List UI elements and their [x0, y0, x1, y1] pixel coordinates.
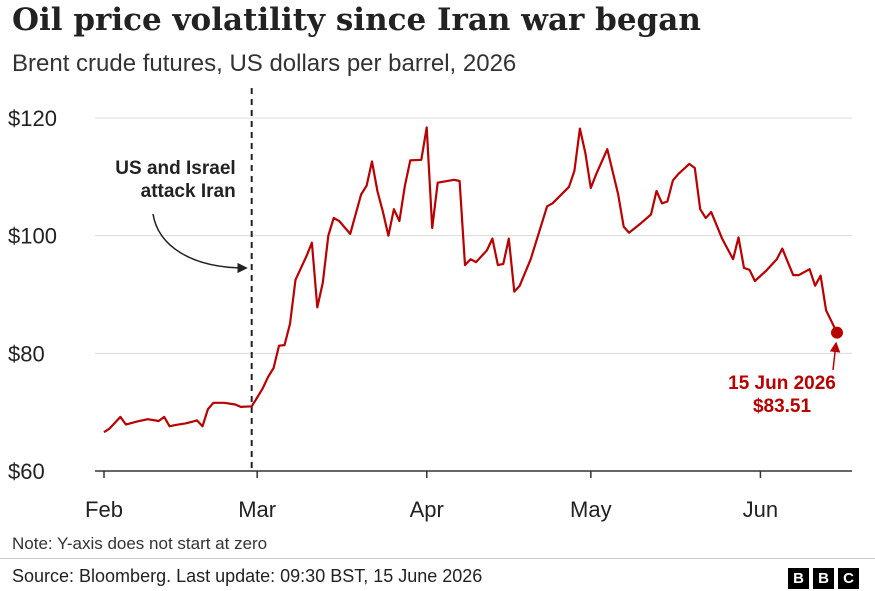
last-point-label-line-1: 15 Jun 2026 — [728, 373, 836, 394]
last-point-arrow — [829, 341, 841, 371]
y-tick-label-60: $60 — [8, 459, 45, 484]
x-tick-label-jun: Jun — [743, 497, 778, 522]
footer: Source: Bloomberg. Last update: 09:30 BS… — [0, 558, 875, 591]
x-tick-label-may: May — [570, 497, 612, 522]
x-tick-label-feb: Feb — [85, 497, 123, 522]
x-tick-label-apr: Apr — [410, 497, 444, 522]
y-tick-label-80: $80 — [8, 341, 45, 366]
chart-title: Oil price volatility since Iran war bega… — [12, 2, 701, 38]
x-tick-label-mar: Mar — [238, 497, 276, 522]
logo-letter-b2: B — [813, 568, 834, 589]
event-annotation-arrow — [152, 213, 248, 274]
event-annotation-line-2: attack Iran — [141, 181, 236, 202]
y-tick-label-100: $100 — [8, 224, 57, 249]
logo-letter-c: C — [838, 568, 859, 589]
y-tick-label-120: $120 — [8, 106, 57, 131]
logo-letter-b1: B — [788, 568, 809, 589]
last-point-marker — [831, 326, 843, 339]
series-line-0 — [103, 126, 838, 434]
bbc-logo: B B C — [788, 568, 859, 589]
axis-note: Note: Y-axis does not start at zero — [12, 534, 268, 553]
event-annotation-line-1: US and Israel — [115, 158, 235, 179]
source-text: Source: Bloomberg. Last update: 09:30 BS… — [12, 566, 483, 586]
last-point-label-line-2: $83.51 — [753, 396, 812, 417]
chart-subtitle: Brent crude futures, US dollars per barr… — [12, 50, 517, 77]
line-chart: $60 $80 $100 $120 Feb Mar Apr May Jun US and Isra… — [8, 88, 852, 522]
